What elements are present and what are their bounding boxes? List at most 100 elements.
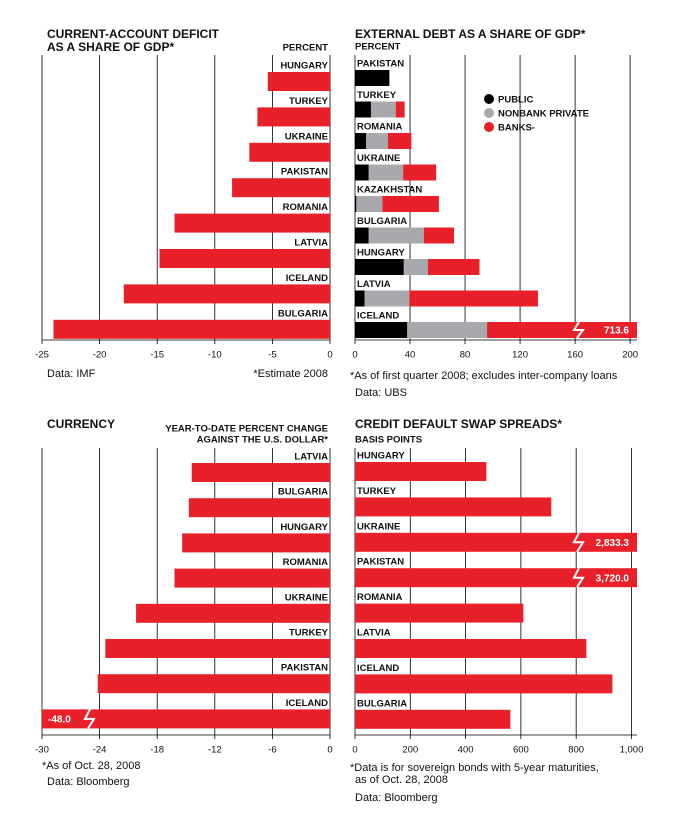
unit-label: YEAR-TO-DATE PERCENT CHANGE: [165, 424, 328, 435]
bar: [355, 133, 367, 149]
break-mark: [83, 708, 96, 729]
note: as of Oct. 28, 2008: [355, 774, 448, 786]
category-label: ROMANIA: [357, 122, 403, 133]
category-label: ROMANIA: [357, 592, 403, 603]
value-label: 2,833.3: [596, 538, 630, 549]
x-tick-label: -30: [35, 745, 49, 756]
note: *As of first quarter 2008; excludes inte…: [350, 370, 618, 382]
bar: [355, 101, 371, 118]
bar: [403, 164, 437, 181]
bar: [407, 322, 488, 338]
bar: [423, 227, 455, 244]
category-label: LATVIA: [294, 452, 328, 463]
bar: [355, 639, 587, 658]
bar: [355, 497, 552, 517]
bar: [427, 259, 480, 275]
x-tick-label: -5: [268, 350, 276, 361]
break-mark: [572, 532, 585, 553]
category-label: HUNGARY: [280, 61, 328, 72]
category-label: UKRAINE: [285, 592, 328, 603]
bar: [174, 568, 330, 588]
unit-label: PERCENT: [283, 43, 329, 54]
bar: [136, 603, 330, 623]
category-label: PAKISTAN: [357, 59, 404, 70]
bar: [368, 164, 404, 181]
bar: [355, 227, 369, 244]
x-tick-label: 600: [513, 745, 529, 756]
category-label: TURKEY: [289, 96, 329, 107]
category-label: BULGARIA: [278, 487, 328, 498]
break-mark: [572, 567, 585, 588]
note: *Data is for sovereign bonds with 5-year…: [350, 762, 599, 774]
unit-label: AGAINST THE U.S. DOLLAR*: [197, 435, 329, 446]
category-label: BULGARIA: [278, 308, 328, 319]
category-label: ICELAND: [286, 273, 328, 284]
bar: [355, 568, 637, 588]
x-tick-label: 200: [402, 745, 418, 756]
x-tick-label: 0: [327, 350, 332, 361]
category-label: PAKISTAN: [281, 663, 328, 674]
unit-label: BASIS POINTS: [355, 435, 422, 446]
bar: [249, 142, 330, 162]
note: *As of Oct. 28, 2008: [42, 760, 140, 772]
note: *Estimate 2008: [253, 368, 328, 380]
category-label: UKRAINE: [357, 153, 400, 164]
x-tick-label: 1,000: [620, 745, 644, 756]
bar: [232, 178, 330, 198]
value-label: 3,720.0: [596, 573, 630, 584]
bar: [188, 498, 330, 518]
chart-title: CREDIT DEFAULT SWAP SPREADS*: [355, 417, 562, 431]
x-tick-label: 0: [352, 350, 357, 361]
category-label: ICELAND: [286, 698, 328, 709]
bar: [355, 70, 390, 86]
bar: [42, 709, 330, 729]
legend-label: NONBANK PRIVATE: [498, 109, 589, 120]
category-label: LATVIA: [357, 279, 391, 290]
value-label: 713.6: [604, 326, 629, 337]
legend-swatch: [484, 122, 494, 132]
category-label: TURKEY: [357, 90, 397, 101]
x-tick-label: 80: [460, 350, 471, 361]
category-label: TURKEY: [357, 486, 397, 497]
x-tick-label: -20: [93, 350, 107, 361]
break-mark: [572, 321, 585, 339]
x-tick-label: -25: [35, 350, 49, 361]
chart-title: EXTERNAL DEBT AS A SHARE OF GDP*: [355, 27, 586, 41]
bar: [356, 196, 383, 212]
chart-title: CURRENT-ACCOUNT DEFICIT: [47, 27, 220, 41]
category-label: BULGARIA: [357, 698, 407, 709]
bar: [355, 532, 637, 552]
category-label: ICELAND: [357, 663, 399, 674]
category-label: LATVIA: [357, 628, 391, 639]
category-label: UKRAINE: [357, 521, 400, 532]
x-tick-label: -10: [208, 350, 222, 361]
category-label: HUNGARY: [357, 451, 405, 462]
bar: [355, 709, 511, 729]
note: Data: Bloomberg: [355, 792, 438, 804]
bar: [355, 462, 487, 481]
x-tick-label: -12: [208, 745, 222, 756]
bar: [355, 603, 524, 623]
x-tick-label: 0: [327, 745, 332, 756]
category-label: ROMANIA: [283, 557, 329, 568]
x-tick-label: 0: [352, 745, 357, 756]
legend-label: BANKS-: [498, 123, 535, 134]
bar: [370, 101, 396, 118]
x-tick-label: 200: [622, 350, 638, 361]
bar: [403, 259, 428, 275]
note: Data: IMF: [47, 368, 96, 380]
bar: [355, 290, 365, 307]
bar: [355, 196, 357, 212]
category-label: HUNGARY: [357, 248, 405, 259]
bar: [105, 639, 330, 658]
x-tick-label: -6: [268, 745, 276, 756]
x-tick-label: -24: [93, 745, 107, 756]
bar: [487, 322, 637, 338]
chart-title: CURRENCY: [47, 417, 115, 431]
chart-title: AS A SHARE OF GDP*: [47, 40, 174, 54]
category-label: PAKISTAN: [281, 167, 328, 178]
bar: [123, 284, 331, 304]
unit-label: PERCENT: [355, 42, 401, 53]
bar: [355, 674, 613, 694]
